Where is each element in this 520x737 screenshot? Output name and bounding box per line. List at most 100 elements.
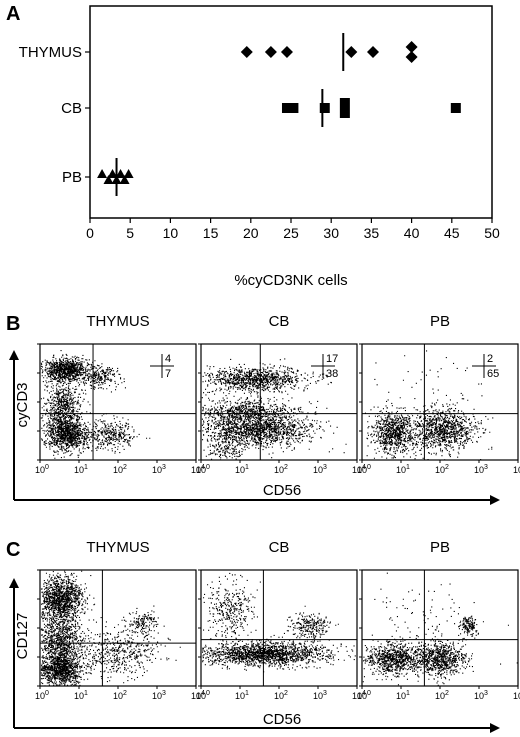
x-tick-label: 25 [283, 225, 299, 241]
flow-event-dots [201, 358, 347, 461]
x-tick-label: 30 [323, 225, 339, 241]
tick-exponent: 4 [362, 690, 366, 697]
flow-plot-title: THYMUS [86, 313, 149, 330]
data-point-thymus [405, 51, 418, 63]
tick-base: 10 [196, 691, 206, 701]
tick-base: 10 [435, 465, 445, 475]
x-axis-label-c: CD56 [263, 711, 301, 728]
tick-exponent: 2 [445, 464, 449, 471]
panel-letter-c: C [6, 539, 20, 561]
tick-base: 10 [235, 691, 245, 701]
panel-letter-a: A [6, 3, 20, 25]
tick-exponent: 1 [406, 690, 410, 697]
tick-exponent: 0 [206, 464, 210, 471]
x-axis-label: %cyCD3NK cells [234, 272, 347, 289]
data-point-thymus [367, 46, 380, 58]
y-axis-label-c: CD127 [14, 613, 31, 660]
tick-base: 10 [35, 465, 45, 475]
y-category-label: PB [62, 169, 82, 186]
data-point-pb [123, 169, 134, 178]
data-point-cb [281, 103, 292, 113]
flow-x-tick-label: 104 [513, 464, 520, 475]
flow-x-tick-label: 101 [396, 464, 410, 475]
flow-x-tick-label: 104 [191, 464, 205, 475]
flow-plot-c-cb [200, 569, 358, 687]
flow-event-dots [40, 350, 151, 461]
flow-plot-c-thymus [39, 569, 197, 687]
tick-base: 10 [396, 465, 406, 475]
x-tick-label: 10 [163, 225, 179, 241]
tick-exponent: 3 [323, 464, 327, 471]
flow-x-tick-label: 103 [152, 690, 166, 701]
data-point-thymus [345, 46, 358, 58]
data-point-pb [115, 169, 126, 178]
tick-exponent: 0 [367, 690, 371, 697]
tick-exponent: 3 [484, 690, 488, 697]
tick-exponent: 3 [162, 690, 166, 697]
x-axis-arrow-c-head [490, 723, 500, 733]
flow-x-tick-label: 101 [74, 690, 88, 701]
flow-plot-b-pb [361, 343, 519, 461]
flow-event-dots [364, 350, 494, 461]
x-tick-label: 0 [86, 225, 94, 241]
flow-x-tick-label: 100 [196, 690, 210, 701]
tick-base: 10 [113, 691, 123, 701]
flow-x-tick-label: 104 [352, 464, 366, 475]
x-axis-arrow-b-head [490, 495, 500, 505]
x-tick-label: 5 [126, 225, 134, 241]
tick-base: 10 [313, 465, 323, 475]
flow-x-tick-label: 101 [235, 690, 249, 701]
data-point-pb [103, 175, 114, 184]
flow-x-tick-label: 100 [196, 464, 210, 475]
tick-base: 10 [152, 465, 162, 475]
quadrant-value-top-right: 2 [487, 353, 493, 365]
tick-exponent: 3 [484, 464, 488, 471]
flow-x-tick-label: 102 [113, 690, 127, 701]
panel-letter-b: B [6, 313, 20, 335]
flow-plot-title: PB [430, 313, 450, 330]
tick-exponent: 0 [45, 464, 49, 471]
tick-exponent: 2 [284, 464, 288, 471]
data-point-cb [450, 103, 461, 113]
flow-plot-c-pb [361, 569, 519, 687]
y-category-label: THYMUS [19, 44, 82, 61]
flow-x-tick-label: 100 [357, 690, 371, 701]
x-axis-label-b: CD56 [263, 482, 301, 499]
data-point-thymus [405, 41, 418, 53]
flow-x-tick-label: 104 [513, 690, 520, 701]
tick-exponent: 1 [84, 464, 88, 471]
quadrant-value-bottom-right: 65 [487, 368, 499, 380]
tick-exponent: 1 [406, 464, 410, 471]
tick-base: 10 [513, 465, 520, 475]
tick-exponent: 4 [201, 690, 205, 697]
x-tick-label: 50 [484, 225, 500, 241]
flow-plot-b-cb [200, 343, 358, 461]
x-tick-label: 45 [444, 225, 460, 241]
flow-event-dots [362, 572, 518, 686]
tick-base: 10 [74, 691, 84, 701]
tick-base: 10 [191, 465, 201, 475]
data-point-cb [339, 98, 350, 108]
tick-base: 10 [357, 465, 367, 475]
flow-x-tick-label: 103 [474, 464, 488, 475]
tick-exponent: 4 [362, 464, 366, 471]
flow-x-tick-label: 101 [235, 464, 249, 475]
flow-event-dots [202, 572, 356, 673]
flow-plot-b-thymus [39, 343, 197, 461]
tick-exponent: 3 [323, 690, 327, 697]
tick-exponent: 0 [367, 464, 371, 471]
flow-x-tick-label: 102 [435, 690, 449, 701]
flow-plot-frame [200, 569, 358, 687]
x-tick-label: 40 [404, 225, 420, 241]
flow-x-tick-label: 102 [274, 690, 288, 701]
flow-x-tick-label: 101 [396, 690, 410, 701]
flow-event-dots [40, 570, 181, 687]
flow-x-tick-label: 103 [313, 464, 327, 475]
tick-exponent: 1 [245, 464, 249, 471]
data-point-thymus [240, 46, 253, 58]
data-point-thymus [280, 46, 293, 58]
tick-base: 10 [513, 691, 520, 701]
flow-x-tick-label: 103 [152, 464, 166, 475]
tick-base: 10 [357, 691, 367, 701]
